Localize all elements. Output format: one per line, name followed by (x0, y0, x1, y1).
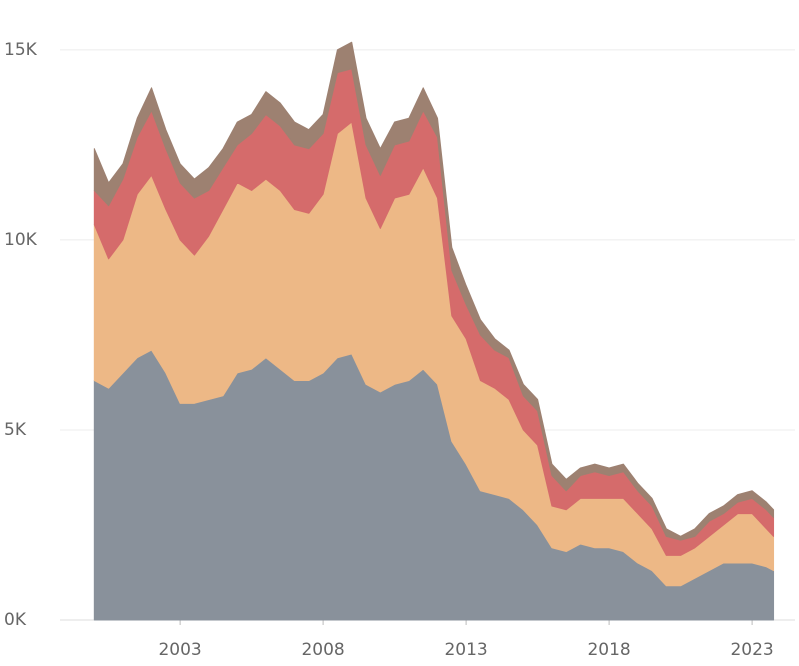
y-tick-label: 15K (4, 40, 38, 60)
area (93, 41, 775, 541)
x-tick-label: 2018 (587, 640, 630, 660)
y-tick-label: 0K (4, 610, 27, 630)
x-tick-label: 2003 (158, 640, 201, 660)
x-tick-label: 2013 (444, 640, 487, 660)
x-tick-label: 2008 (301, 640, 344, 660)
x-tick-label: 2023 (730, 640, 773, 660)
y-tick-label: 5K (4, 420, 27, 440)
y-tick-label: 10K (4, 230, 38, 250)
